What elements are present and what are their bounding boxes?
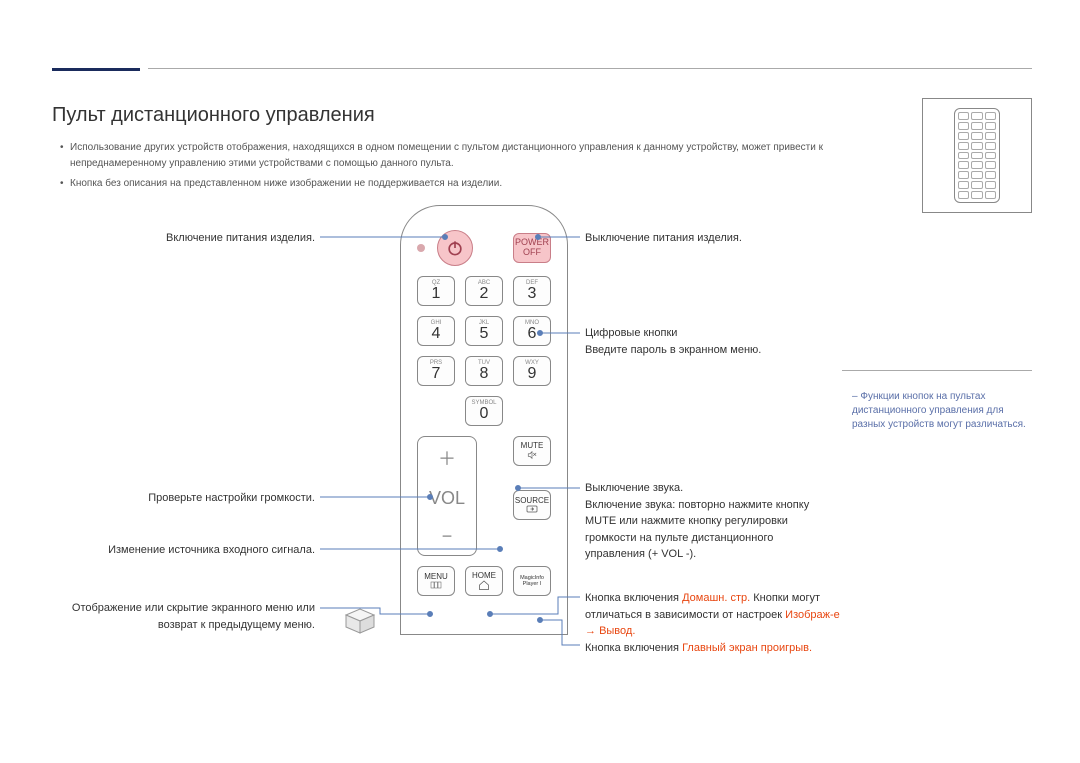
digit-4-button[interactable]: GHI4: [417, 316, 455, 346]
digit-8-button[interactable]: TUV8: [465, 356, 503, 386]
page-title: Пульт дистанционного управления: [52, 104, 375, 127]
label-power-off: Выключение питания изделия.: [585, 230, 815, 247]
cube-icon: [340, 605, 380, 635]
minus-icon: −: [442, 526, 453, 547]
digit-1-button[interactable]: QZ1: [417, 276, 455, 306]
digit-3-button[interactable]: DEF3: [513, 276, 551, 306]
sidebar-note: Функции кнопок на пультах дистанционного…: [852, 390, 1032, 432]
menu-icon: [430, 581, 442, 589]
label-source: Изменение источника входного сигнала.: [55, 542, 315, 559]
label-power-on: Включение питания изделия.: [90, 230, 315, 247]
source-icon: [526, 505, 538, 513]
label-digits-2: Введите пароль в экранном меню.: [585, 344, 761, 356]
digit-9-button[interactable]: WXY9: [513, 356, 551, 386]
digit-main: 8: [480, 366, 489, 382]
digit-main: 4: [432, 326, 441, 342]
label-volume: Проверьте настройки громкости.: [90, 490, 315, 507]
digit-6-button[interactable]: MNO6: [513, 316, 551, 346]
label-mute-2: Включение звука: повторно нажмите кнопку…: [585, 499, 809, 561]
home-button[interactable]: HOME: [465, 566, 503, 596]
sidebar-divider: [842, 370, 1032, 371]
digit-main: 9: [528, 366, 537, 382]
digit-main: 3: [528, 286, 537, 302]
ir-led-icon: [417, 244, 425, 252]
digit-7-button[interactable]: PRS7: [417, 356, 455, 386]
digit-main: 1: [432, 286, 441, 302]
label-home: Кнопка включения Домашн. стр. Кнопки мог…: [585, 590, 845, 656]
magicinfo-label: MagicInfo Player I: [514, 575, 550, 587]
label-mute-1: Выключение звука.: [585, 482, 683, 494]
remote-body: POWEROFF QZ1 ABC2 DEF3 GHI4 JKL5 MNO6 PRS7 TUV8…: [400, 205, 568, 635]
thumbnail-box: [922, 98, 1032, 213]
digit-main: 5: [480, 326, 489, 342]
label-digits: Цифровые кнопки Введите пароль в экранно…: [585, 325, 815, 358]
power-on-button[interactable]: [437, 230, 473, 266]
menu-label: MENU: [424, 573, 448, 581]
power-off-button[interactable]: POWEROFF: [513, 233, 551, 263]
source-label: SOURCE: [515, 497, 549, 505]
volume-rocker[interactable]: ＋ VOL −: [417, 436, 477, 556]
label-mute: Выключение звука. Включение звука: повто…: [585, 480, 835, 563]
magicinfo-button[interactable]: MagicInfo Player I: [513, 566, 551, 596]
mute-button[interactable]: MUTE: [513, 436, 551, 466]
header-accent: [52, 68, 140, 71]
label-menu: Отображение или скрытие экранного меню и…: [70, 600, 315, 633]
digit-main: 7: [432, 366, 441, 382]
volume-label: VOL: [429, 488, 465, 509]
digit-2-button[interactable]: ABC2: [465, 276, 503, 306]
digit-main: 2: [480, 286, 489, 302]
home-icon: [478, 580, 490, 590]
power-off-label: POWEROFF: [515, 238, 549, 258]
mute-label: MUTE: [521, 442, 544, 450]
digit-5-button[interactable]: JKL5: [465, 316, 503, 346]
thumbnail-remote: [954, 108, 1000, 203]
mute-icon: [526, 450, 538, 460]
label-digits-1: Цифровые кнопки: [585, 327, 677, 339]
note-item: Использование других устройств отображен…: [60, 140, 840, 172]
digit-main: 0: [480, 406, 489, 422]
digit-main: 6: [528, 326, 537, 342]
digit-symbol-button[interactable]: SYMBOL 0: [465, 396, 503, 426]
header-rule: [148, 68, 1032, 69]
source-button[interactable]: SOURCE: [513, 490, 551, 520]
menu-button[interactable]: MENU: [417, 566, 455, 596]
plus-icon: ＋: [438, 445, 456, 471]
note-list: Использование других устройств отображен…: [60, 140, 840, 196]
home-label: HOME: [472, 572, 496, 580]
power-icon: [445, 238, 465, 258]
note-item: Кнопка без описания на представленном ни…: [60, 176, 840, 192]
